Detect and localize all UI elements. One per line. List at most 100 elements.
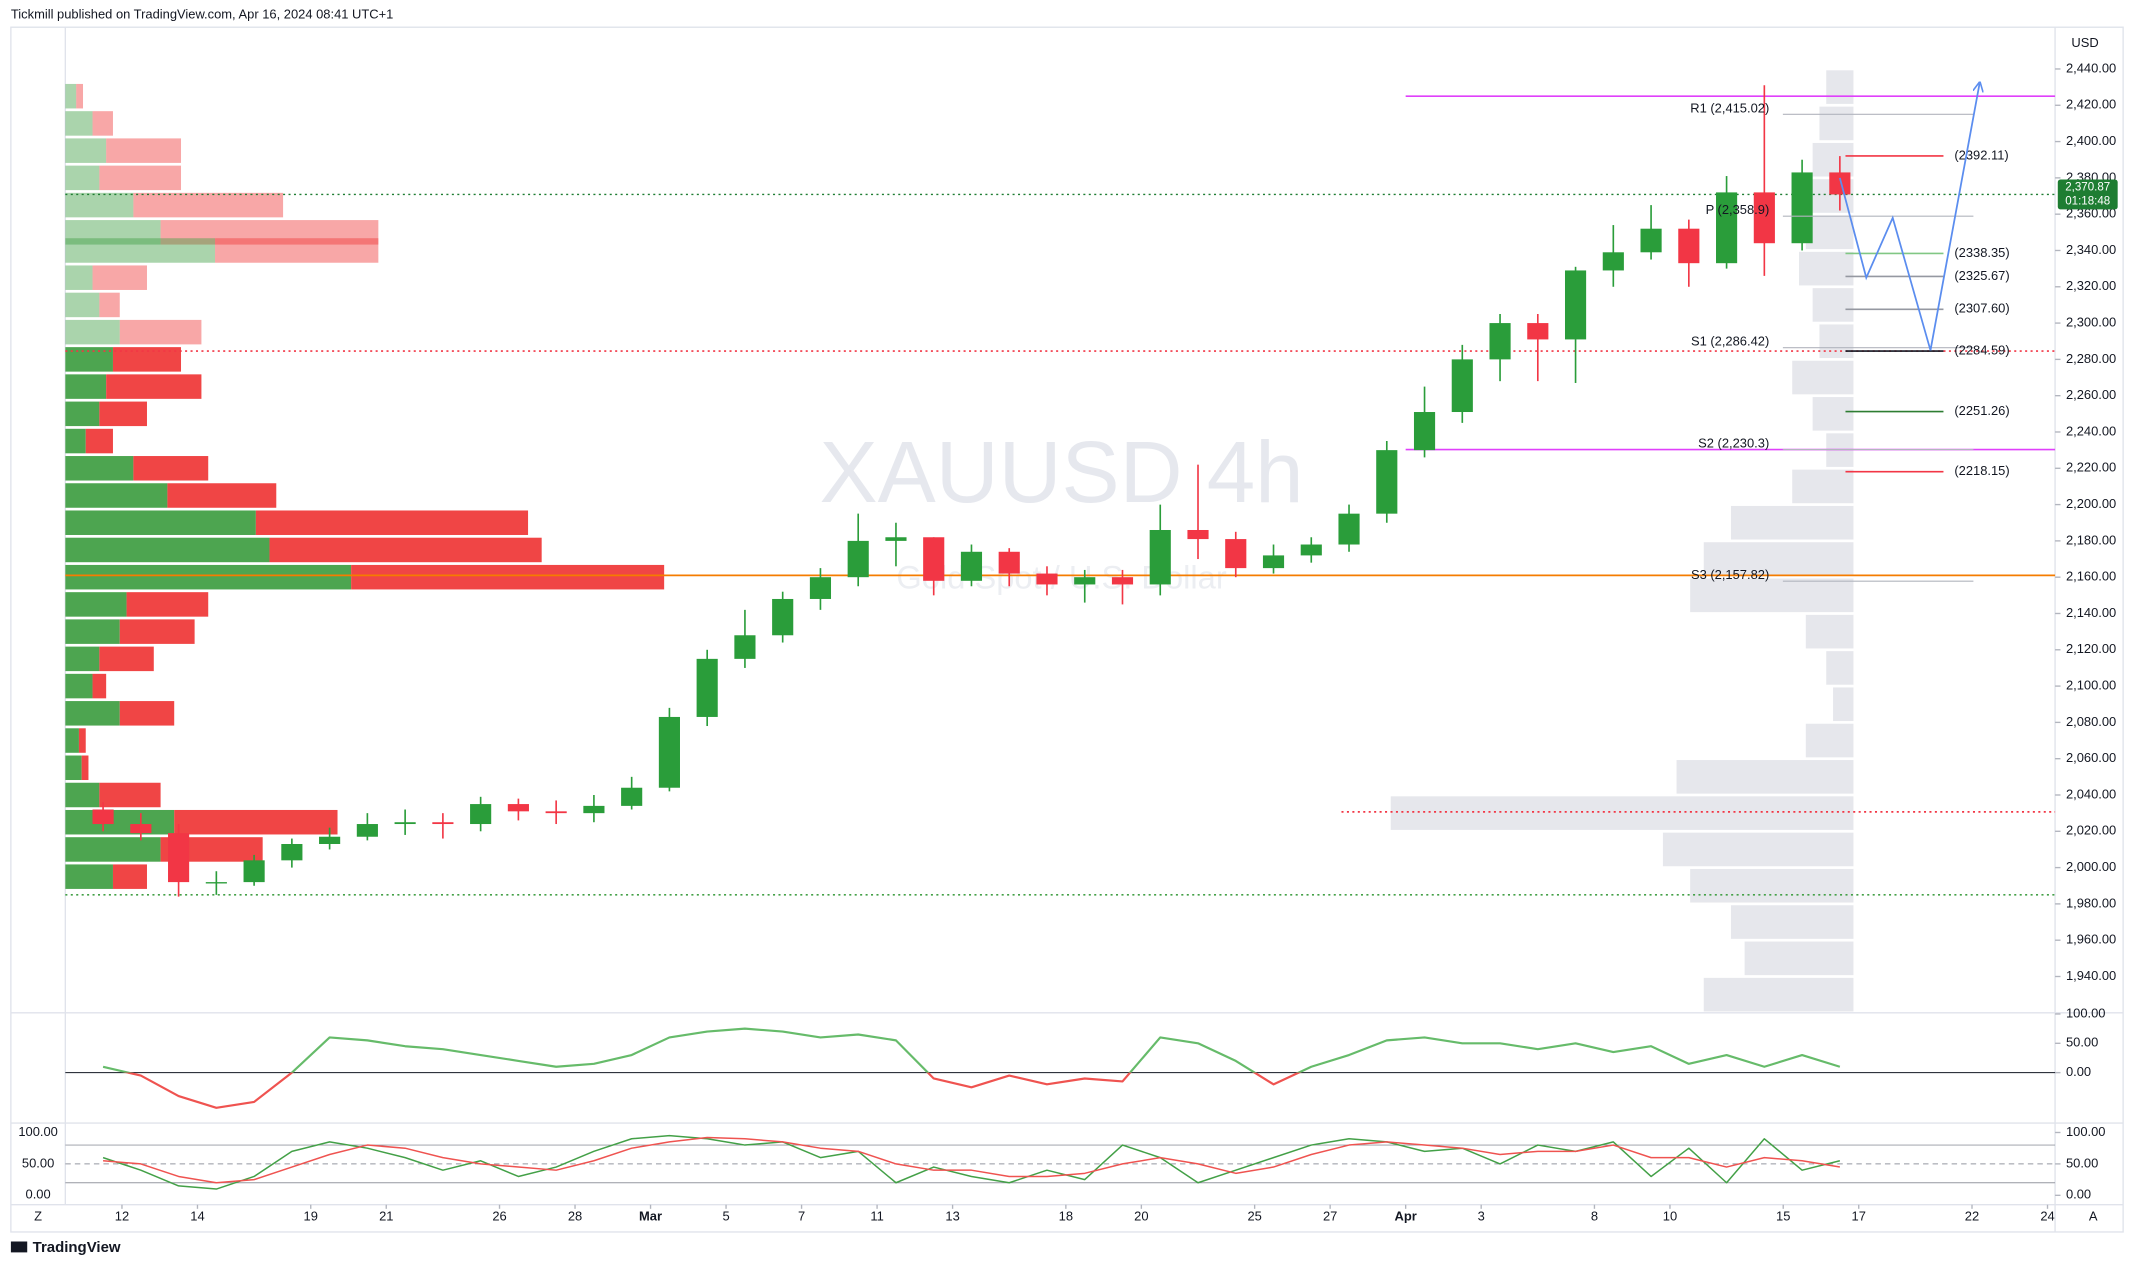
y-tick-label: 2,400.00 (2066, 133, 2116, 148)
candle-body (507, 804, 529, 812)
candle-body (1564, 270, 1587, 340)
volume-profile-sell (255, 510, 529, 535)
volume-profile-sell (215, 238, 379, 263)
volume-profile-buy (65, 864, 113, 889)
session-profile-bar (1799, 251, 1854, 286)
volume-profile-buy (65, 673, 93, 699)
pivot-label: S1 (2,286.42) (1691, 334, 1769, 349)
y-tick-label: 2,020.00 (2066, 823, 2116, 838)
x-tick-label: 15 (1776, 1208, 1790, 1223)
candle-body (394, 822, 416, 825)
session-profile-bar (1805, 614, 1854, 649)
candle-body (809, 577, 832, 599)
target-label: (2325.67) (1954, 268, 2009, 283)
session-profile-bar (1792, 469, 1854, 504)
y-tick-label: 1,960.00 (2066, 932, 2116, 947)
y-tick-label-left: 100.00 (18, 1124, 58, 1139)
y-tick-label: 50.00 (2066, 1035, 2098, 1050)
volume-profile-sell (112, 864, 147, 889)
candle-body (1678, 228, 1700, 264)
volume-profile-buy (65, 782, 100, 808)
volume-profile-buy (65, 809, 175, 835)
y-tick-label: 2,000.00 (2066, 859, 2116, 874)
pivot-label: R1 (2,415.02) (1690, 100, 1769, 115)
candle-body (1451, 359, 1473, 413)
oscillators: 100.00 50.00 0.00 100.00 100.00 50.00 50.00 0.0… (18, 1005, 2105, 1201)
volume-profile-buy (65, 428, 86, 454)
watermark-title: XAUUSD 4h (820, 424, 1304, 521)
volume-profile-buy (65, 564, 352, 590)
y-tick-label: 0.00 (2066, 1187, 2091, 1202)
volume-profile-buy (65, 83, 77, 109)
candle-body (281, 844, 303, 861)
candle-body (470, 804, 492, 825)
volume-profile-buy (65, 837, 161, 862)
candle-body (583, 805, 605, 814)
session-profile-bar (1819, 324, 1854, 359)
x-tick-label: 25 (1247, 1208, 1261, 1223)
x-tick-label: 18 (1059, 1208, 1073, 1223)
x-tick-label: 13 (945, 1208, 959, 1223)
x-tick-label: 10 (1663, 1208, 1677, 1223)
session-profile-bar (1812, 397, 1854, 431)
session-profile-bar (1703, 542, 1854, 576)
candles (92, 85, 1851, 897)
y-tick-label: 2,100.00 (2066, 678, 2116, 693)
candle-body (923, 537, 945, 581)
session-profile-bar (1676, 760, 1854, 794)
candle-body (168, 833, 190, 883)
target-label: (2392.11) (1954, 147, 2008, 162)
oscillator-line-negative (123, 1072, 1302, 1109)
candle-body (658, 716, 680, 788)
y-tick-label: 2,200.00 (2066, 496, 2116, 511)
volume-profile-buy (65, 537, 270, 563)
x-tick-label: 14 (190, 1208, 204, 1223)
chart-frame (10, 26, 2124, 1233)
volume-profile-sell (269, 537, 542, 563)
y-tick-label: 2,240.00 (2066, 423, 2116, 438)
annotations: R1 (2,415.02) P (2,358.9) S1 (2,286.42) S2 … (1690, 83, 2010, 582)
volume-profile-buy (65, 265, 93, 290)
candle-body (1074, 577, 1096, 585)
x-tick-label: 21 (379, 1208, 393, 1223)
volume-profile-sell (174, 809, 338, 835)
volume-profile-buy (65, 374, 107, 399)
candle-body (1716, 192, 1738, 264)
volume-profile-sell (99, 292, 120, 318)
volume-profile-buy (65, 592, 127, 617)
x-tick-label: 12 (115, 1208, 129, 1223)
volume-profile-sell (133, 192, 284, 218)
candle-body (772, 598, 794, 636)
last-price-tag (2057, 179, 2118, 210)
candle-body (130, 824, 152, 834)
profiles (65, 70, 1854, 1012)
x-tick-label: 19 (304, 1208, 318, 1223)
y-tick-label: 2,320.00 (2066, 278, 2116, 293)
volume-profile-sell (99, 646, 154, 672)
candle-body (1829, 172, 1851, 195)
x-tick-label: 5 (722, 1208, 729, 1223)
y-tick-label: 100.00 (2066, 1005, 2106, 1020)
y-tick-label: 2,120.00 (2066, 641, 2116, 656)
volume-profile-sell (106, 138, 182, 163)
target-label: (2338.35) (1954, 245, 2009, 260)
volume-profile-buy (65, 755, 82, 781)
volume-profile-buy (65, 319, 120, 345)
volume-profile-sell (92, 673, 107, 699)
candle-body (205, 882, 227, 884)
candle-body (1187, 529, 1209, 540)
candle-body (1527, 323, 1549, 340)
session-profile-bar (1812, 288, 1854, 322)
y-tick-label: 2,440.00 (2066, 60, 2116, 75)
auto-scale-button[interactable]: A (2089, 1208, 2098, 1223)
x-tick-label: 27 (1323, 1208, 1337, 1223)
volume-profile-sell (160, 220, 379, 245)
zoom-button[interactable]: Z (34, 1208, 42, 1223)
volume-profile-sell (99, 165, 182, 191)
candle-body (1111, 577, 1134, 585)
volume-profile-buy (65, 111, 93, 136)
footer-brand: TradingView (33, 1239, 121, 1256)
